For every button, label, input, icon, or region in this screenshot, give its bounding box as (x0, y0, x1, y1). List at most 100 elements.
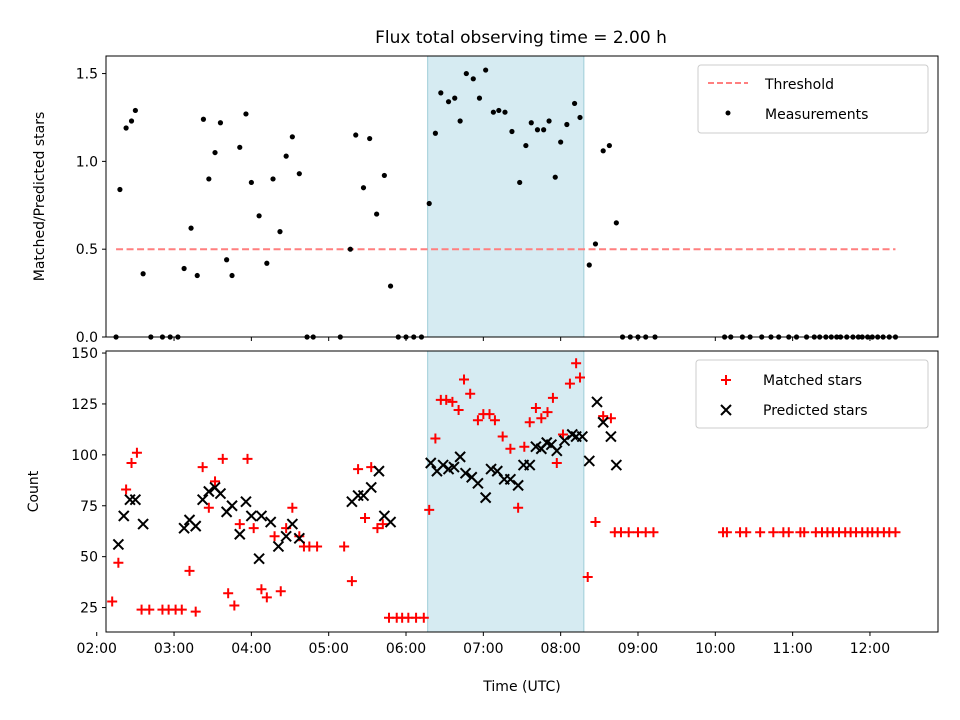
predicted-star-point (610, 459, 623, 471)
measurement-point (586, 262, 592, 268)
matched-star-point (294, 531, 305, 542)
y-axis-label-top: Matched/Predicted stars (32, 112, 48, 282)
matched-star-point (217, 453, 228, 464)
legend-matched-label: Matched stars (763, 373, 862, 389)
measurement-point (470, 76, 476, 82)
legend-predicted-label: Predicted stars (763, 403, 868, 419)
matched-star-point (574, 372, 585, 383)
matched-star-point (229, 600, 240, 611)
measurement-point (387, 283, 394, 289)
predicted-star-point (234, 528, 246, 540)
measurement-point (217, 120, 224, 126)
y-tick-label: 50 (80, 550, 98, 566)
matched-star-point (424, 504, 435, 515)
matched-star-point (571, 358, 582, 369)
measurement-point (132, 107, 138, 114)
measurement-point (289, 134, 295, 140)
measurement-point (270, 176, 276, 182)
predicted-star-point (240, 495, 252, 508)
measurement-point (523, 142, 529, 149)
plus-marker-icon (721, 375, 731, 385)
x-tick-label: 04:00 (231, 641, 271, 657)
ratio-subplot: 0.0 0.5 1.0 1.5 Matched/Predicted stars Thr… (32, 55, 939, 346)
matched-star-point (551, 457, 562, 468)
measurement-point (374, 211, 380, 217)
measurement-point (360, 185, 367, 191)
measurement-point (577, 114, 583, 121)
measurement-point (243, 111, 249, 117)
observing-window-highlight (427, 55, 585, 338)
predicted-star-point (255, 510, 268, 522)
matched-star-point (261, 592, 272, 603)
y-tick-label: 100 (71, 448, 98, 464)
measurement-point (277, 229, 283, 235)
matched-star-point (536, 413, 547, 424)
x-tick-label: 09:00 (618, 641, 658, 657)
x-axis-label: Time (UTC) (482, 679, 560, 695)
predicted-star-point (196, 493, 209, 506)
x-tick-label: 12:00 (850, 641, 890, 657)
x-tick-label: 05:00 (309, 641, 349, 657)
matched-star-point (339, 541, 350, 552)
matched-star-point (623, 527, 634, 538)
x-tick-label: 08:00 (540, 641, 580, 657)
matched-star-point (353, 464, 364, 475)
predicted-star-point (118, 510, 130, 522)
matched-star-point (223, 588, 234, 599)
measurement-point (445, 99, 452, 105)
matched-star-point (256, 584, 267, 595)
predicted-star-point (264, 516, 277, 528)
y-tick-label: 75 (80, 499, 98, 515)
predicted-star-point (597, 416, 609, 428)
matched-star-point (234, 519, 245, 530)
measurement-point (432, 130, 438, 136)
matched-star-point (582, 572, 593, 583)
measurement-point (237, 144, 243, 150)
legend-box-bottom (695, 359, 929, 429)
matched-stars-points (107, 358, 901, 623)
y-tick-label: 150 (71, 346, 98, 362)
matched-star-point (184, 565, 195, 576)
legend-predicted-swatch (720, 404, 732, 416)
measurement-point (558, 139, 564, 145)
measurement-point (509, 128, 515, 135)
predicted-star-point (137, 518, 149, 530)
predicted-star-point (524, 459, 536, 471)
predicted-star-point (280, 530, 292, 543)
measurement-point (367, 135, 373, 142)
y-tick-label: 1.0 (76, 154, 98, 170)
y-tick-label: 125 (71, 397, 98, 413)
predicted-star-point (245, 510, 258, 522)
measurement-point (546, 118, 552, 124)
y-axis-label-bottom: Count (26, 470, 42, 512)
measurement-point (483, 67, 489, 73)
matched-star-point (248, 523, 259, 534)
matched-star-point (530, 403, 541, 414)
matched-star-point (783, 527, 794, 538)
predicted-star-point (384, 516, 397, 528)
measurement-point (606, 142, 612, 149)
measurement-point (347, 246, 353, 252)
y-tick-label: 1.5 (76, 67, 98, 83)
matched-star-point (107, 596, 118, 607)
measurement-point (264, 260, 270, 266)
x-tick-label: 11:00 (772, 641, 812, 657)
y-axis-ticks-top: 0.0 0.5 1.0 1.5 (76, 67, 106, 346)
measurement-point (140, 271, 146, 277)
matched-star-point (275, 586, 286, 597)
matched-star-point (513, 502, 524, 513)
measurement-point (517, 179, 523, 186)
observing-window-highlight (427, 350, 585, 633)
matched-star-point (890, 527, 901, 538)
matched-star-point (489, 415, 500, 426)
predicted-star-point (253, 552, 265, 565)
y-tick-label: 25 (80, 601, 98, 617)
matched-star-point (131, 447, 142, 458)
predicted-star-point (203, 485, 215, 498)
matched-star-point (190, 606, 201, 617)
predicted-star-point (605, 430, 617, 443)
measurement-point (256, 213, 262, 219)
matched-star-point (197, 462, 208, 473)
predicted-star-point (504, 473, 517, 485)
measurement-point (476, 95, 483, 101)
